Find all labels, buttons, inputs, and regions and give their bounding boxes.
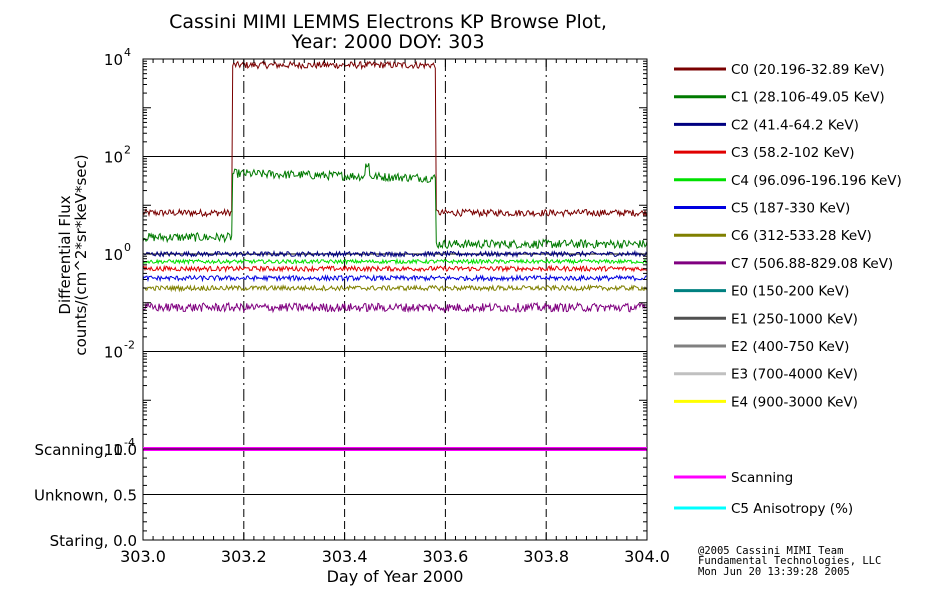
legend-entry: E3 (700-4000 KeV) [674, 367, 858, 383]
chart-title-line2: Year: 2000 DOY: 303 [290, 31, 484, 53]
legend-label: Scanning [731, 470, 793, 486]
flux-series-group [142, 60, 648, 314]
legend-label: C0 (20.196-32.89 KeV) [731, 62, 885, 78]
flux-y-tick-label: 10 0 [104, 241, 131, 264]
flux-y-tick-label: 10 4 [104, 46, 131, 69]
y-tick-exponent: 2 [124, 144, 131, 157]
legend-entry: C5 (187-330 KeV) [674, 201, 850, 217]
x-tick-label: 303.4 [322, 547, 368, 566]
scan-panel-grid [143, 449, 647, 540]
legend-label: E0 (150-200 KeV) [731, 284, 849, 300]
scan-y-tick-labels: Scanning, 1.0 Unknown, 0.5 Staring, 0.0 [34, 441, 137, 550]
flux-y-tick-label: 10 2 [104, 144, 131, 167]
flux-series-line-c5 [142, 273, 648, 283]
legend-entry: C6 (312-533.28 KeV) [674, 228, 872, 244]
flux-series-line-c0 [142, 60, 648, 218]
legend-entry: C5 Anisotropy (%) [674, 501, 853, 517]
flux-series-line-c7 [142, 301, 648, 314]
flux-series-line-c3 [142, 264, 648, 273]
legend-label: C3 (58.2-102 KeV) [731, 145, 855, 161]
flux-series-line-c6 [142, 283, 648, 293]
footer-organization: Fundamental Technologies, LLC [698, 555, 881, 567]
footer-copyright: @2005 Cassini MIMI Team [698, 545, 843, 557]
x-tick-label: 303.6 [422, 547, 468, 566]
legend-label: C2 (41.4-64.2 KeV) [731, 117, 859, 133]
flux-series-line-c4 [142, 257, 648, 266]
legend-label: E2 (400-750 KeV) [731, 339, 849, 355]
scan-y-tick-label: Staring, 0.0 [50, 532, 137, 550]
legend-entry: C4 (96.096-196.196 KeV) [674, 173, 902, 189]
x-axis-label: Day of Year 2000 [327, 567, 464, 586]
scan-panel-ticks [142, 448, 648, 541]
legend-entry: C3 (58.2-102 KeV) [674, 145, 855, 161]
legend-label: C6 (312-533.28 KeV) [731, 228, 872, 244]
scan-legend: Scanning C5 Anisotropy (%) [674, 470, 853, 517]
legend-label: C5 (187-330 KeV) [731, 201, 850, 217]
scan-panel: Scanning, 1.0 Unknown, 0.5 Staring, 0.0 [34, 441, 648, 550]
footer-timestamp: Mon Jun 20 13:39:28 2005 [698, 566, 850, 578]
legend-entry: E2 (400-750 KeV) [674, 339, 849, 355]
y-axis-label-line2: counts/(cm^2*sr*keV*sec) [72, 154, 90, 355]
scan-y-tick-label: Unknown, 0.5 [34, 487, 137, 505]
legend-entry: C7 (506.88-829.08 KeV) [674, 256, 893, 272]
flux-series-line-c1 [142, 163, 648, 250]
legend-label: C1 (28.106-49.05 KeV) [731, 90, 885, 106]
x-tick-label: 304.0 [624, 547, 670, 566]
y-tick-base: 10 [104, 344, 123, 362]
y-tick-exponent: 0 [124, 241, 131, 254]
x-tick-label: 303.8 [523, 547, 569, 566]
y-tick-base: 10 [104, 149, 123, 167]
y-tick-exponent: -4 [124, 436, 135, 449]
flux-legend: C0 (20.196-32.89 KeV) C1 (28.106-49.05 Ke… [674, 62, 902, 410]
y-tick-base: 10 [104, 441, 123, 459]
flux-series-line-c2 [143, 249, 648, 259]
scan-panel-frame [142, 448, 648, 541]
legend-label: C7 (506.88-829.08 KeV) [731, 256, 893, 272]
x-tick-label: 303.2 [221, 547, 267, 566]
legend-entry: E1 (250-1000 KeV) [674, 311, 858, 327]
legend-entry: Scanning [674, 470, 793, 486]
legend-label: E1 (250-1000 KeV) [731, 311, 858, 327]
legend-entry: C2 (41.4-64.2 KeV) [674, 117, 859, 133]
y-tick-base: 10 [104, 51, 123, 69]
y-tick-exponent: 4 [124, 46, 131, 59]
flux-y-tick-label: 10 -2 [104, 339, 135, 362]
flux-panel-ticks [142, 59, 648, 450]
y-tick-exponent: -2 [124, 339, 135, 352]
y-axis-label-line1: Differential Flux [56, 195, 74, 314]
x-tick-label: 303.0 [120, 547, 166, 566]
legend-label: C4 (96.096-196.196 KeV) [731, 173, 902, 189]
legend-label: E3 (700-4000 KeV) [731, 367, 858, 383]
legend-entry: E4 (900-3000 KeV) [674, 394, 858, 410]
flux-y-tick-label: 10 -4 [104, 436, 135, 459]
y-tick-base: 10 [104, 246, 123, 264]
chart-title-line1: Cassini MIMI LEMMS Electrons KP Browse P… [169, 11, 607, 33]
legend-entry: C0 (20.196-32.89 KeV) [674, 62, 885, 78]
x-tick-labels: 303.0 303.2 303.4 303.6 303.8 304.0 [120, 547, 670, 566]
legend-label: E4 (900-3000 KeV) [731, 394, 858, 410]
legend-entry: E0 (150-200 KeV) [674, 284, 849, 300]
legend-label: C5 Anisotropy (%) [731, 501, 853, 517]
scan-y-tick-label: Scanning, 1.0 [34, 441, 137, 459]
legend-entry: C1 (28.106-49.05 KeV) [674, 90, 885, 106]
